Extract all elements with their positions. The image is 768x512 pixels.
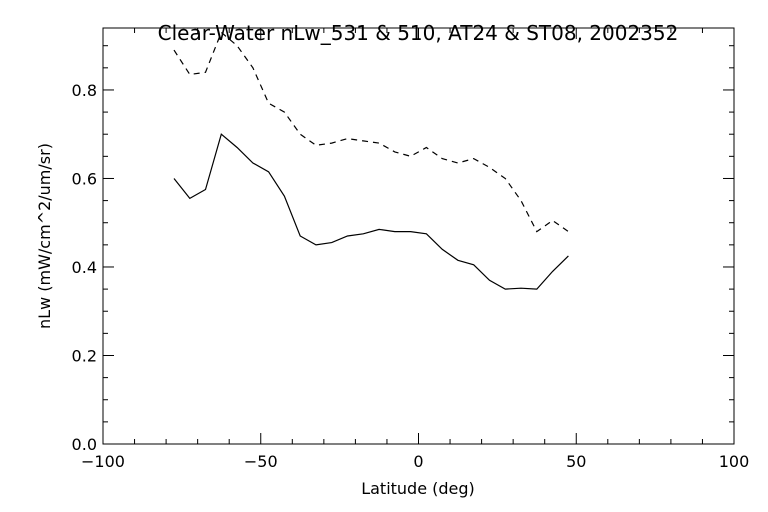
x-tick-label: 100 xyxy=(719,452,750,471)
x-tick-label: −50 xyxy=(244,452,278,471)
x-axis-label: Latitude (deg) xyxy=(361,479,475,498)
series-lines xyxy=(173,31,569,290)
y-tick-label: 0.8 xyxy=(72,81,97,100)
series-2-dashed-line xyxy=(173,31,569,233)
plot-frame xyxy=(102,27,735,445)
x-tick-label: 50 xyxy=(566,452,586,471)
y-tick-label: 0.2 xyxy=(72,346,97,365)
y-tick-label: 0.0 xyxy=(72,435,97,454)
y-tick-label: 0.4 xyxy=(72,258,97,277)
x-tick-label: −100 xyxy=(81,452,125,471)
series-1-solid-line xyxy=(173,133,569,290)
y-axis-label: nLw (mW/cm^2/um/sr) xyxy=(35,143,54,329)
y-tick-label: 0.6 xyxy=(72,169,97,188)
axis-ticks xyxy=(102,28,735,445)
x-tick-label: 0 xyxy=(413,452,423,471)
axis-tick-labels: −100 −50 0 50 100 0.0 0.2 0.4 0.6 0.8 xyxy=(72,81,750,471)
